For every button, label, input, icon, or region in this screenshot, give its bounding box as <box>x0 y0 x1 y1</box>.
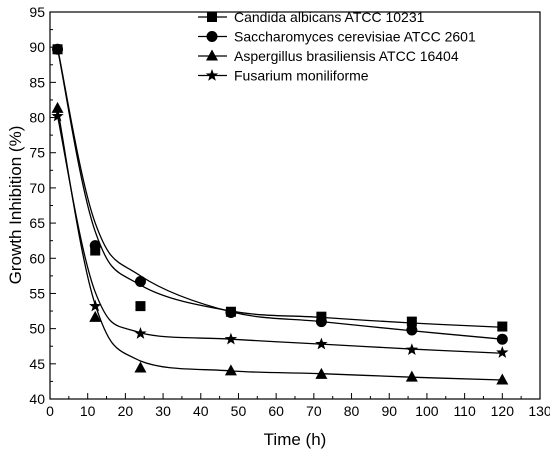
fit-curve-candida <box>56 48 503 328</box>
x-tick-label: 110 <box>453 403 476 419</box>
data-point-aspergillus <box>224 364 237 376</box>
legend-label-aspergillus: Aspergillus brasiliensis ATCC 16404 <box>234 48 459 64</box>
data-point-aspergillus <box>134 361 147 373</box>
data-point-fusarium <box>315 337 328 350</box>
data-point-fusarium <box>134 327 147 339</box>
y-tick-label: 45 <box>29 356 45 372</box>
y-tick-label: 65 <box>29 215 45 231</box>
data-point-saccharomyces <box>315 316 327 328</box>
legend-marker-saccharomyces <box>206 31 218 42</box>
x-tick-label: 90 <box>381 403 397 419</box>
y-tick-label: 80 <box>29 110 45 126</box>
legend: Candida albicans ATCC 10231 Saccharomyces… <box>198 9 476 84</box>
data-point-fusarium <box>496 346 509 358</box>
data-markers <box>51 43 509 385</box>
data-point-fusarium <box>405 343 419 355</box>
x-tick-label: 100 <box>415 403 439 419</box>
y-tick-label: 90 <box>29 39 45 55</box>
data-point-saccharomyces <box>225 306 237 318</box>
y-tick-label: 60 <box>29 250 45 266</box>
y-tick-label: 75 <box>29 145 45 161</box>
data-point-aspergillus <box>51 101 64 113</box>
y-axis-title: Growth Inhibition (%) <box>6 126 25 285</box>
x-tick-label: 50 <box>231 403 247 419</box>
data-point-fusarium <box>89 299 102 312</box>
x-tick-label: 20 <box>118 403 134 419</box>
data-point-candida <box>406 316 417 327</box>
fit-curves <box>56 47 503 381</box>
y-tick-label: 95 <box>29 4 45 20</box>
x-tick-label: 60 <box>268 403 284 419</box>
legend-label-saccharomyces: Saccharomyces cerevisiae ATCC 2601 <box>234 29 476 45</box>
y-tick-label: 70 <box>29 180 45 196</box>
x-tick-label: 0 <box>46 403 54 419</box>
data-point-saccharomyces <box>496 333 508 345</box>
data-point-aspergillus <box>405 370 418 382</box>
y-tick-label: 85 <box>29 74 45 90</box>
data-point-aspergillus <box>315 367 328 379</box>
x-tick-label: 30 <box>155 403 171 419</box>
legend-marker-aspergillus <box>206 49 218 61</box>
legend-marker-fusarium <box>205 69 219 81</box>
data-point-saccharomyces <box>406 324 418 336</box>
fit-curve-saccharomyces <box>56 47 503 340</box>
data-point-saccharomyces <box>134 275 146 287</box>
y-tick-label: 40 <box>29 391 45 407</box>
x-tick-label: 40 <box>193 403 209 419</box>
data-point-fusarium <box>224 332 238 345</box>
x-tick-label: 130 <box>528 403 550 419</box>
data-point-saccharomyces <box>52 43 64 55</box>
axis-ticks: 0 10 20 30 40 50 60 70 80 90 100 110 120 130 40 45 50 55 6… <box>29 4 550 419</box>
data-point-candida <box>497 321 508 332</box>
data-point-fusarium <box>51 109 64 122</box>
x-tick-label: 70 <box>306 403 322 419</box>
legend-label-fusarium: Fusarium moniliforme <box>234 68 369 84</box>
legend-label-candida: Candida albicans ATCC 10231 <box>234 9 425 25</box>
data-point-aspergillus <box>496 373 509 385</box>
data-point-aspergillus <box>89 310 102 322</box>
x-tick-label: 120 <box>491 403 515 419</box>
fit-curve-fusarium <box>56 116 503 354</box>
x-tick-label: 80 <box>344 403 360 419</box>
y-tick-label: 50 <box>29 321 45 337</box>
x-tick-label: 10 <box>80 403 96 419</box>
fit-curve-aspergillus <box>56 108 503 381</box>
data-point-candida <box>135 301 146 312</box>
data-point-saccharomyces <box>89 240 101 252</box>
legend-marker-candida <box>207 12 217 22</box>
x-axis-title: Time (h) <box>264 430 327 449</box>
y-tick-label: 55 <box>29 285 45 301</box>
